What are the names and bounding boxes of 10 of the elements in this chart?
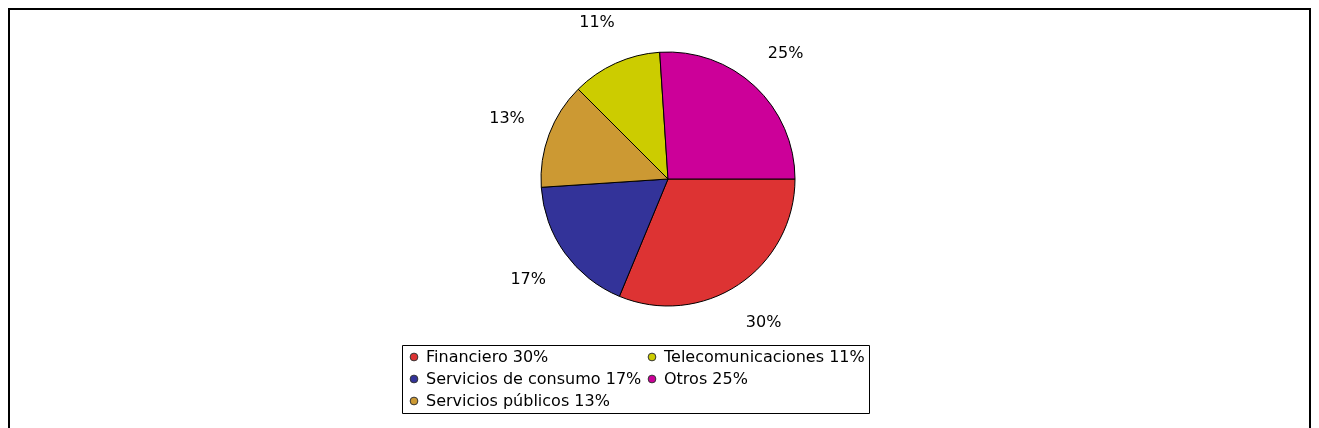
legend-label: Servicios públicos 13% bbox=[426, 391, 610, 410]
legend-label: Telecomunicaciones 11% bbox=[663, 347, 865, 366]
data-label: 11% bbox=[579, 12, 615, 32]
data-label: 30% bbox=[745, 312, 782, 332]
legend-label: Financiero 30% bbox=[426, 347, 549, 366]
data-label: 13% bbox=[489, 108, 525, 128]
legend-label: Servicios de consumo 17% bbox=[426, 369, 642, 388]
legend-label: Otros 25% bbox=[664, 369, 748, 388]
data-label: 25% bbox=[767, 43, 804, 63]
data-label: 17% bbox=[510, 269, 546, 289]
